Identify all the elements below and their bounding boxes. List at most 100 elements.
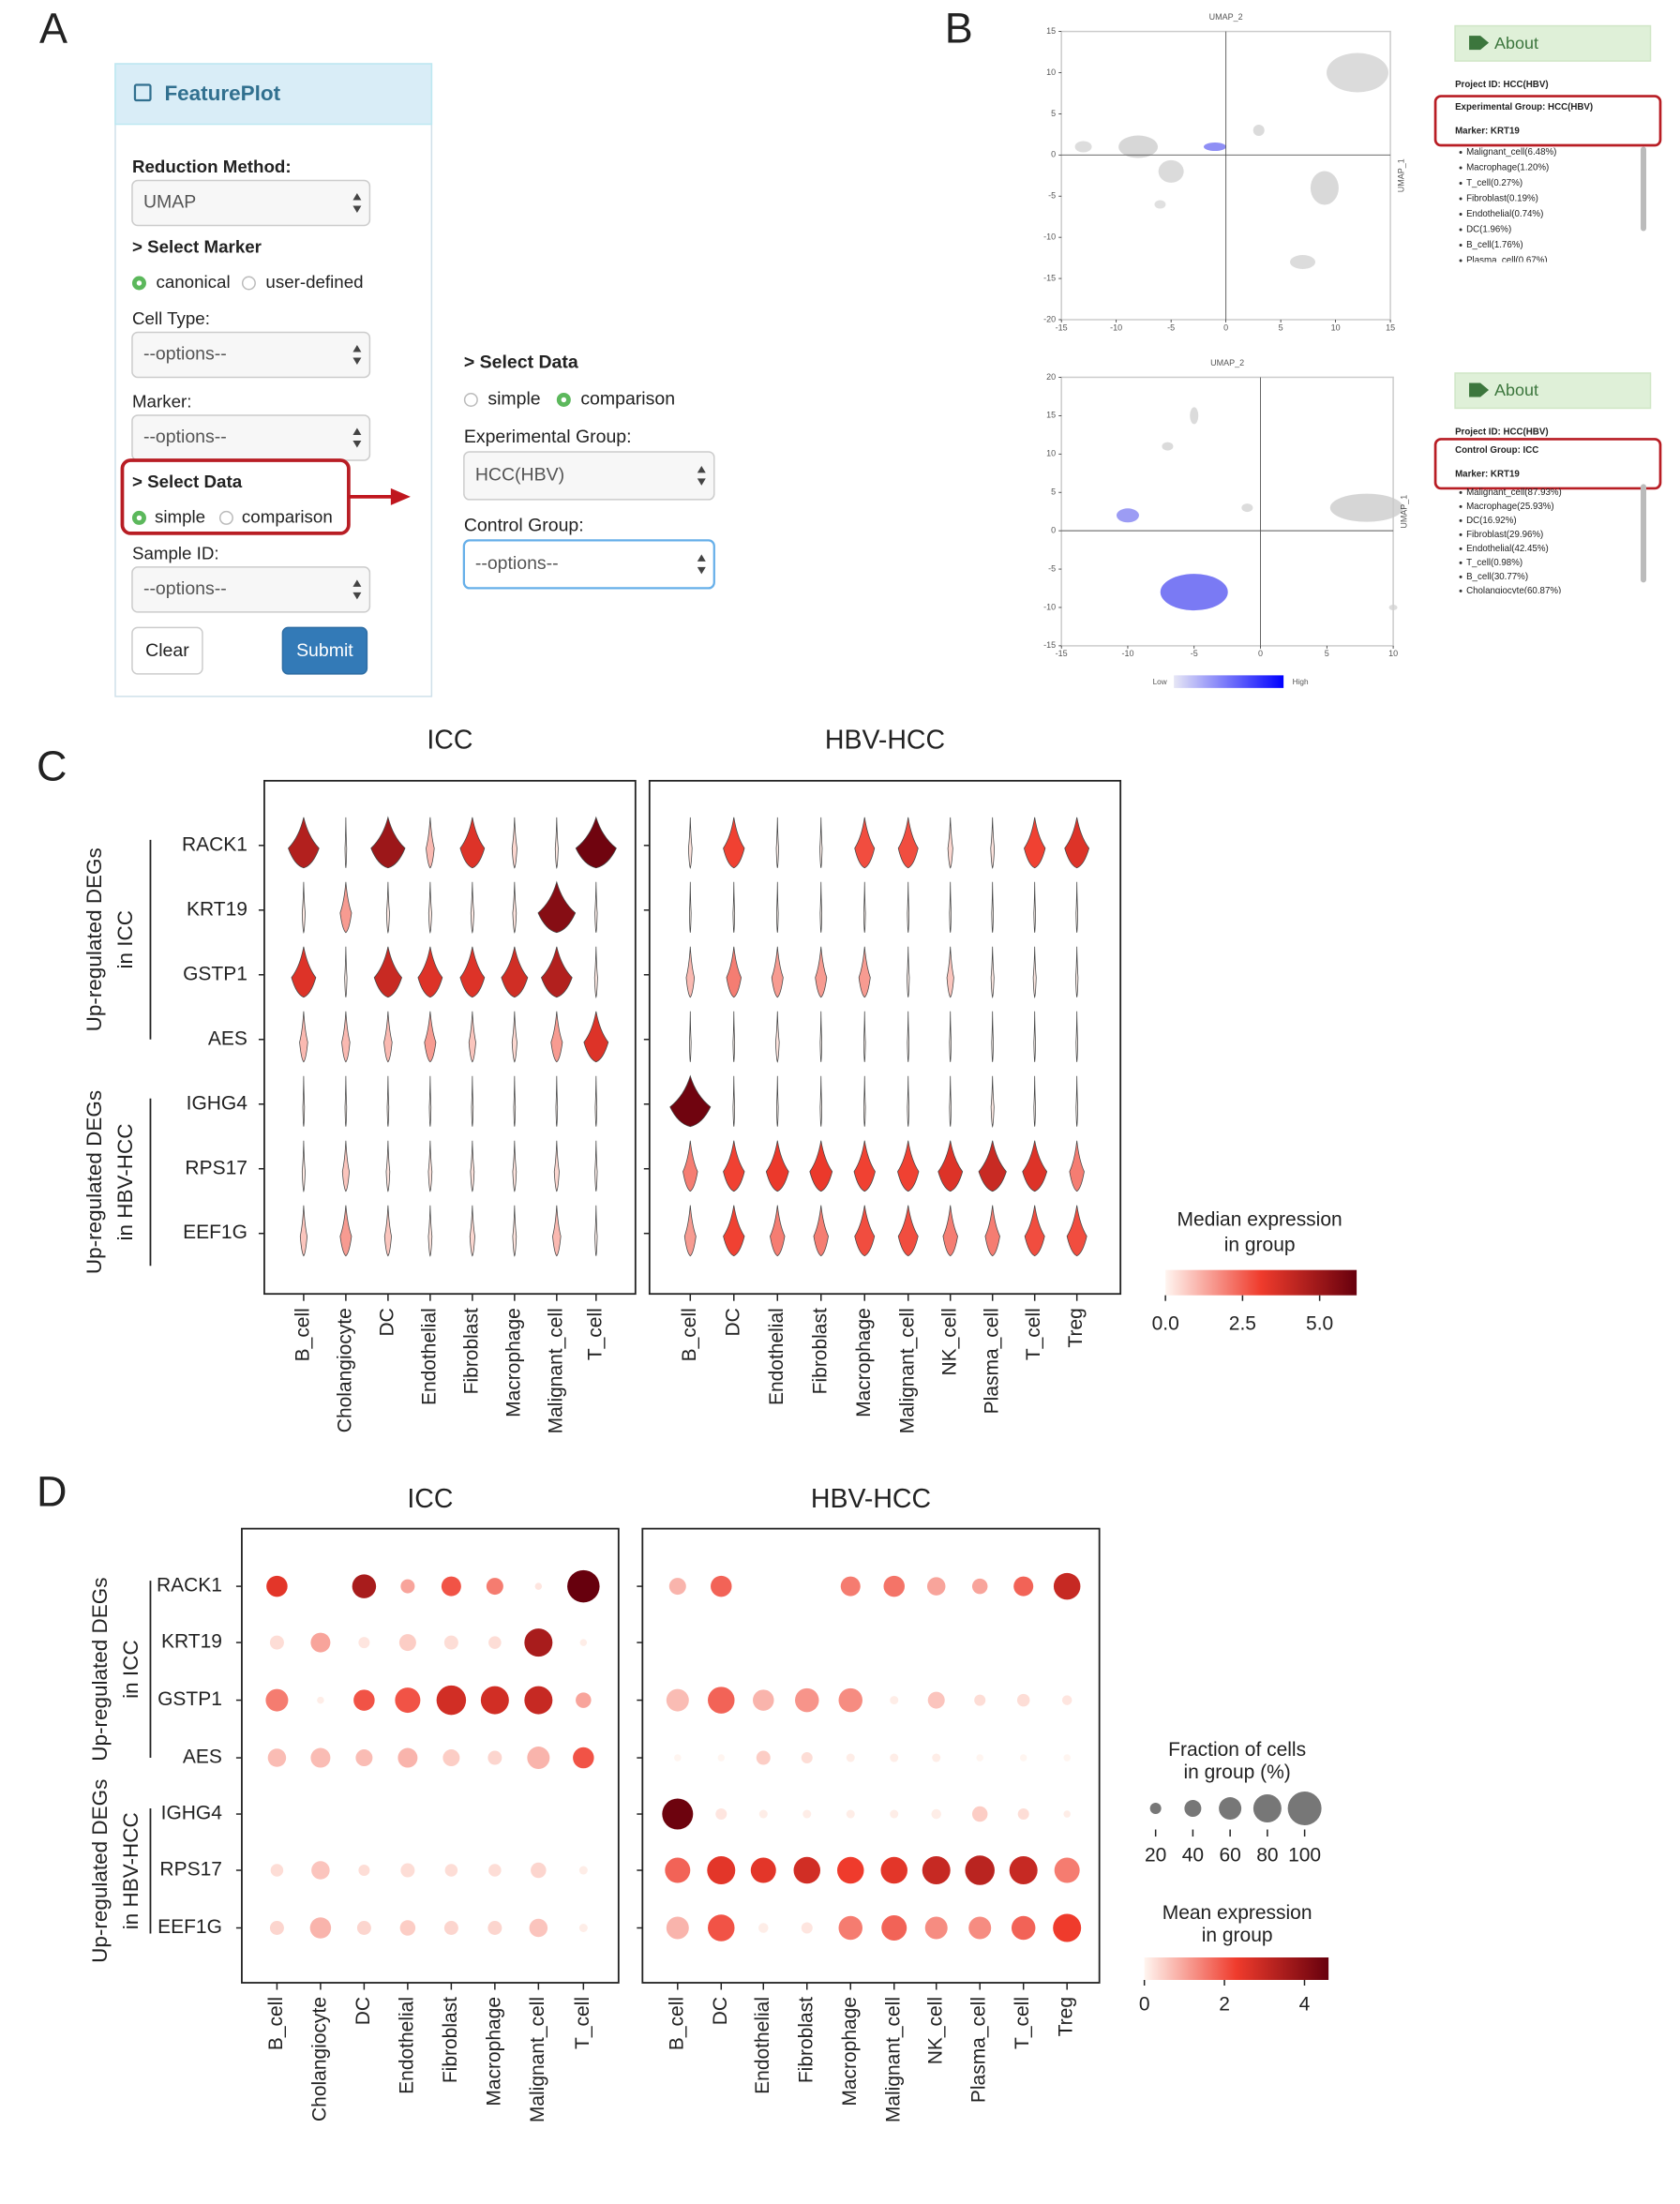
violin	[1075, 1011, 1078, 1062]
cell-cluster	[1388, 604, 1398, 610]
dot	[1063, 1810, 1071, 1818]
dot	[1009, 1856, 1038, 1885]
list-item: Malignant_cell(87.93%)	[1466, 487, 1562, 498]
violin	[1032, 946, 1037, 999]
violin	[552, 1205, 562, 1257]
list-item: Endothelial(42.45%)	[1466, 544, 1549, 554]
list-item: Fibroblast(0.19%)	[1466, 194, 1538, 204]
legend-title: Median expression	[1178, 1209, 1342, 1231]
violin	[1075, 946, 1079, 997]
plot-title: ICC	[427, 725, 472, 755]
dot	[840, 1576, 861, 1597]
violin	[775, 881, 779, 933]
label: Cell Type:	[132, 308, 210, 328]
cell-cluster	[1203, 142, 1226, 152]
x-tick-label: Endothelial	[418, 1308, 440, 1405]
violin	[819, 1075, 823, 1127]
cell-cluster	[1327, 52, 1388, 93]
gene-label: IGHG4	[187, 1092, 248, 1114]
violin	[593, 946, 598, 999]
dot	[310, 1632, 331, 1653]
colorbar-tick-label: 5.0	[1306, 1313, 1333, 1335]
dot	[922, 1856, 951, 1885]
select-arrows	[352, 579, 362, 600]
violin	[540, 946, 573, 998]
y-tick-label: 5	[1051, 487, 1056, 497]
panel-label: B	[945, 4, 973, 52]
group-label: in ICC	[113, 910, 137, 968]
plot-title: HBV-HCC	[811, 1484, 931, 1514]
dot	[666, 1916, 689, 1940]
dot	[488, 1636, 502, 1649]
list-item: Cholangiocyte(60.87%)	[1466, 586, 1561, 596]
dot	[801, 1752, 813, 1764]
violin	[907, 1011, 910, 1062]
violin	[301, 881, 306, 935]
violin	[512, 1140, 518, 1192]
violin	[339, 1205, 352, 1257]
violin	[732, 1075, 736, 1127]
dot	[488, 1750, 502, 1765]
list-item: Endothelial(0.74%)	[1466, 209, 1543, 219]
x-tick-label: Treg	[1065, 1308, 1087, 1347]
edit-icon	[133, 83, 152, 102]
violin	[907, 1075, 910, 1127]
violin	[946, 946, 954, 998]
axis-title: UMAP_1	[1399, 495, 1408, 529]
dot	[311, 1861, 330, 1880]
x-tick-label: NK_cell	[938, 1308, 960, 1375]
gene-label: RACK1	[182, 833, 248, 855]
dot	[1054, 1857, 1080, 1883]
dot	[400, 1863, 415, 1878]
violin	[583, 1011, 609, 1063]
radio	[463, 392, 478, 407]
violin	[468, 1011, 476, 1063]
gene-label: RPS17	[159, 1859, 222, 1881]
select	[463, 451, 715, 501]
dot	[488, 1864, 502, 1877]
cell-cluster	[1160, 574, 1228, 611]
cell-cluster	[1162, 442, 1174, 451]
list-item: DC(16.92%)	[1466, 516, 1517, 526]
violin	[819, 1011, 823, 1062]
violin	[685, 946, 696, 998]
violin	[990, 1075, 995, 1128]
select	[462, 539, 715, 590]
violin	[723, 817, 745, 869]
bullet	[1459, 575, 1462, 578]
x-tick-label: Fibroblast	[440, 1997, 461, 2083]
dot	[310, 1747, 331, 1768]
button-label: Clear	[145, 640, 189, 661]
x-tick-label: Fibroblast	[809, 1308, 831, 1394]
dot	[573, 1747, 594, 1769]
size-tick-label: 40	[1182, 1845, 1204, 1867]
bullet	[1459, 244, 1462, 247]
select-arrows	[697, 465, 706, 486]
violin	[537, 880, 577, 934]
highlight-box	[1433, 438, 1662, 490]
dot	[1063, 1754, 1071, 1762]
label: Low	[1153, 678, 1167, 686]
violin	[938, 1140, 964, 1192]
violin	[386, 1075, 390, 1127]
x-tick-label: Macrophage	[839, 1997, 861, 2107]
select-arrows	[352, 193, 362, 214]
cell-cluster	[1290, 255, 1316, 269]
dot	[971, 1578, 988, 1595]
dot	[578, 1924, 588, 1933]
select-value: --options--	[143, 427, 227, 447]
dot	[309, 1917, 332, 1939]
violin	[775, 1075, 779, 1127]
select	[131, 566, 371, 613]
violin	[512, 1205, 518, 1257]
violin	[383, 1011, 393, 1063]
x-tick-label: B_cell	[666, 1997, 687, 2050]
dot	[356, 1921, 371, 1936]
violin	[428, 1075, 432, 1127]
dot	[802, 1809, 812, 1819]
select	[131, 331, 371, 379]
list-item: Malignant_cell(6.48%)	[1466, 147, 1556, 157]
cell-cluster	[1074, 141, 1092, 153]
x-tick-label: T_cell	[1012, 1997, 1033, 2049]
gene-label: KRT19	[161, 1631, 222, 1653]
